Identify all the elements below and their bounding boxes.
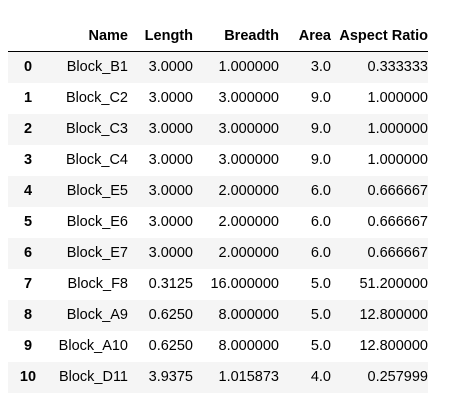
header-index (8, 20, 48, 52)
table-row: 1 Block_C2 3.0000 3.000000 9.0 1.000000 (8, 83, 428, 114)
cell-area: 9.0 (310, 90, 331, 106)
cell-length: 0.6250 (148, 338, 193, 354)
row-index: 3 (23, 152, 33, 168)
cell-name: Block_A9 (66, 307, 128, 323)
cell-area: 5.0 (310, 338, 331, 354)
cell-aspect-ratio: 0.333333 (367, 59, 428, 76)
cell-length: 3.0000 (148, 214, 193, 230)
cell-length: 0.6250 (148, 307, 193, 323)
cell-name: Block_D11 (58, 369, 128, 385)
cell-breadth: 2.000000 (218, 183, 279, 199)
cell-name: Block_E5 (66, 183, 128, 199)
cell-aspect-ratio: 12.800000 (359, 307, 428, 323)
cell-breadth: 1.015873 (218, 369, 279, 385)
cell-name: Block_B1 (66, 59, 128, 76)
header-length: Length (130, 20, 193, 52)
cell-aspect-ratio: 0.666667 (367, 183, 428, 199)
cell-name: Block_C4 (65, 152, 128, 168)
cell-breadth: 8.000000 (218, 338, 279, 354)
cell-area: 6.0 (310, 245, 331, 261)
row-index: 7 (23, 276, 33, 292)
header-name: Name (48, 20, 130, 52)
cell-length: 3.0000 (148, 121, 193, 137)
table-row: 0 Block_B1 3.0000 1.000000 3.0 0.333333 (8, 51, 428, 83)
cell-length: 3.0000 (148, 183, 193, 199)
row-index: 2 (23, 121, 33, 137)
cell-area: 9.0 (310, 152, 331, 168)
cell-aspect-ratio: 12.800000 (359, 338, 428, 354)
cell-area: 6.0 (310, 214, 331, 230)
cell-name: Block_A10 (58, 338, 128, 354)
table-row: 10 Block_D11 3.9375 1.015873 4.0 0.25799… (8, 361, 428, 393)
cell-area: 5.0 (310, 307, 331, 323)
cell-length: 3.9375 (148, 369, 193, 385)
row-index: 6 (23, 245, 33, 261)
row-index: 4 (23, 183, 33, 199)
table-body: 0 Block_B1 3.0000 1.000000 3.0 0.333333 … (8, 51, 428, 393)
cell-breadth: 1.000000 (218, 59, 279, 76)
header-aspect-ratio: Aspect Ratio (331, 20, 428, 52)
row-index: 10 (19, 369, 37, 385)
cell-length: 0.3125 (148, 276, 193, 292)
cell-name: Block_C3 (65, 121, 128, 137)
header-area: Area (279, 20, 331, 52)
cell-aspect-ratio: 0.666667 (367, 245, 428, 261)
row-index: 9 (23, 338, 33, 354)
cell-area: 6.0 (310, 183, 331, 199)
cell-area: 3.0 (310, 59, 331, 76)
cell-name: Block_E7 (66, 245, 128, 261)
table-row: 2 Block_C3 3.0000 3.000000 9.0 1.000000 (8, 113, 428, 145)
header-row: Name Length Breadth Area Aspect Ratio (8, 20, 428, 52)
cell-area: 4.0 (310, 369, 331, 385)
cell-aspect-ratio: 1.000000 (367, 90, 428, 106)
cell-aspect-ratio: 1.000000 (367, 121, 428, 137)
cell-area: 9.0 (310, 121, 331, 137)
cell-length: 3.0000 (148, 245, 193, 261)
row-index: 5 (23, 214, 33, 230)
cell-breadth: 3.000000 (218, 90, 279, 106)
cell-aspect-ratio: 51.200000 (359, 276, 428, 292)
cell-aspect-ratio: 1.000000 (367, 152, 428, 168)
cell-breadth: 16.000000 (210, 276, 279, 292)
cell-breadth: 8.000000 (218, 307, 279, 323)
dataframe-table: Name Length Breadth Area Aspect Ratio 0 … (8, 20, 428, 393)
table-row: 3 Block_C4 3.0000 3.000000 9.0 1.000000 (8, 145, 428, 176)
cell-length: 3.0000 (148, 152, 193, 168)
table-row: 4 Block_E5 3.0000 2.000000 6.0 0.666667 (8, 175, 428, 207)
cell-breadth: 2.000000 (218, 245, 279, 261)
table-row: 9 Block_A10 0.6250 8.000000 5.0 12.80000… (8, 331, 428, 362)
header-breadth: Breadth (193, 20, 279, 52)
table-row: 7 Block_F8 0.3125 16.000000 5.0 51.20000… (8, 269, 428, 300)
table-row: 5 Block_E6 3.0000 2.000000 6.0 0.666667 (8, 207, 428, 238)
cell-name: Block_E6 (66, 214, 128, 230)
table-row: 8 Block_A9 0.6250 8.000000 5.0 12.800000 (8, 299, 428, 331)
cell-aspect-ratio: 0.257999 (367, 369, 428, 385)
cell-aspect-ratio: 0.666667 (367, 214, 428, 230)
row-index: 8 (23, 307, 33, 323)
table-row: 6 Block_E7 3.0000 2.000000 6.0 0.666667 (8, 237, 428, 269)
row-index: 0 (23, 59, 33, 76)
cell-breadth: 3.000000 (218, 121, 279, 137)
cell-length: 3.0000 (148, 90, 193, 106)
cell-area: 5.0 (310, 276, 331, 292)
table-header: Name Length Breadth Area Aspect Ratio (8, 20, 428, 52)
cell-breadth: 2.000000 (218, 214, 279, 230)
cell-name: Block_F8 (67, 276, 128, 292)
cell-name: Block_C2 (65, 90, 128, 106)
cell-breadth: 3.000000 (218, 152, 279, 168)
row-index: 1 (23, 90, 33, 106)
cell-length: 3.0000 (148, 59, 193, 76)
